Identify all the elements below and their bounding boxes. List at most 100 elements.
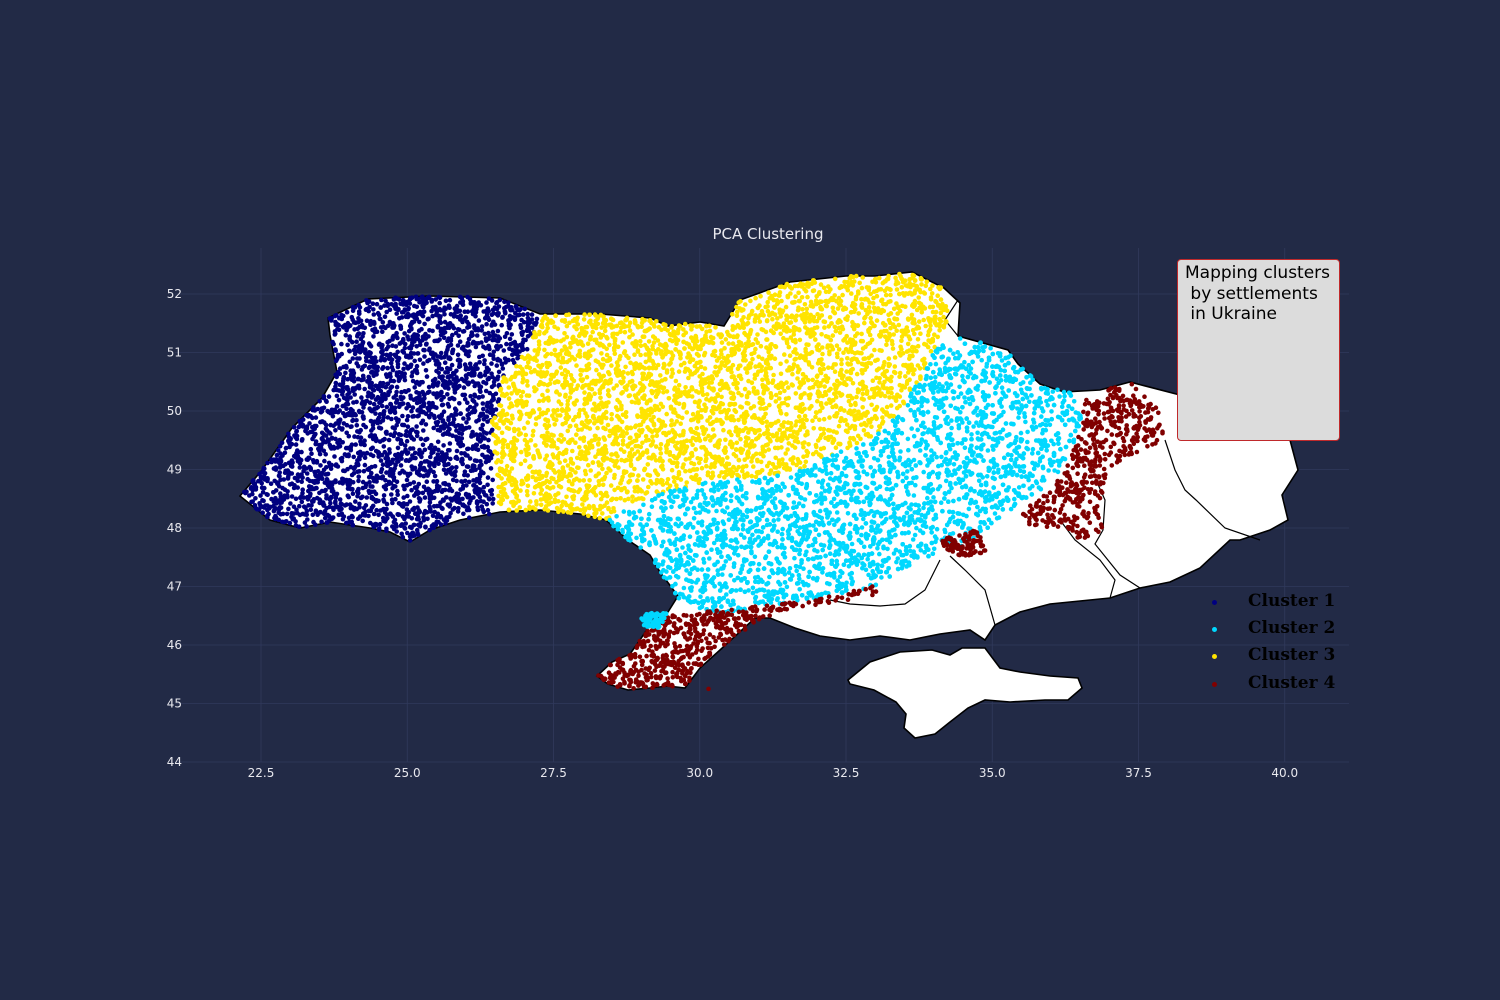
settlement-point [734,313,740,319]
settlement-point [460,496,465,502]
settlement-point [405,414,411,419]
settlement-point [626,355,631,361]
settlement-point [499,393,505,398]
settlement-point [298,420,304,426]
settlement-point [420,490,426,496]
settlement-point [432,445,438,451]
settlement-point [805,283,810,289]
y-tick-label: 47 [167,580,182,594]
settlement-point [321,467,327,473]
settlement-point [321,448,327,454]
settlement-point [782,388,787,394]
settlement-point [463,453,469,458]
settlement-point [838,406,844,411]
settlement-point [527,413,533,418]
settlement-point [457,339,463,345]
settlement-point [607,393,612,399]
settlement-point [334,312,339,318]
settlement-point [476,395,482,400]
settlement-point [432,463,437,469]
settlement-point [400,534,406,540]
settlement-point [307,464,312,470]
settlement-point [793,340,798,345]
settlement-point [439,402,445,408]
settlement-point [348,424,353,430]
settlement-point [294,436,300,442]
settlement-point [312,424,317,429]
settlement-point [491,397,497,402]
settlement-point [676,323,682,328]
settlement-point [343,333,349,338]
settlement-point [422,459,428,464]
settlement-point [322,509,328,514]
settlement-point [355,434,361,440]
settlement-point [368,350,373,356]
settlement-point [489,361,494,366]
x-tick-label: 40.0 [1271,766,1298,780]
settlement-point [385,339,390,345]
settlement-point [418,436,424,442]
settlement-point [601,425,606,431]
settlement-point [824,401,829,406]
settlement-point [250,491,255,497]
settlement-point [592,421,597,426]
settlement-point [888,325,893,331]
settlement-point [325,512,330,518]
settlement-point [434,483,440,488]
settlement-point [860,405,865,410]
settlement-point [478,459,483,464]
oblast-boundary [829,559,941,607]
settlement-point [683,457,689,462]
settlement-point [312,432,318,438]
settlement-point [473,446,479,452]
settlement-point [402,341,408,347]
settlement-point [521,425,527,431]
settlement-point [752,443,757,448]
settlement-point [575,315,580,321]
settlement-point [493,407,499,412]
settlement-point [811,426,816,431]
settlement-point [397,316,402,321]
settlement-point [483,388,489,394]
settlement-point [382,449,388,455]
settlement-point [415,532,421,538]
settlement-point [525,364,530,370]
settlement-point [431,495,437,501]
settlement-point [477,373,482,379]
settlement-point [421,403,427,409]
settlement-point [422,447,428,453]
settlement-point [405,471,411,477]
settlement-point [802,391,807,396]
settlement-point [451,417,457,422]
settlement-point [537,454,543,460]
settlement-point [459,436,465,441]
settlement-point [751,453,756,459]
settlement-point [405,366,411,371]
settlement-point [402,331,407,336]
settlement-point [645,462,651,467]
settlement-point [446,356,451,361]
settlement-point [471,373,476,378]
y-tick-label: 44 [167,755,182,769]
settlement-point [523,337,528,343]
settlement-point [443,471,449,476]
settlement-point [471,323,477,328]
settlement-point [935,334,940,340]
settlement-point [531,428,536,434]
settlement-point [859,297,864,302]
settlement-point [385,515,390,521]
settlement-point [418,450,423,456]
settlement-point [414,304,420,310]
settlement-point [523,432,529,438]
settlement-point [350,304,356,310]
settlement-point [839,361,844,367]
settlement-point [894,316,900,322]
settlement-point [798,395,803,401]
settlement-point [855,289,861,294]
settlement-point [400,348,405,354]
settlement-point [388,512,394,517]
settlement-point [495,313,501,318]
settlement-point [387,371,393,377]
settlement-point [289,494,295,499]
settlement-point [871,305,877,311]
